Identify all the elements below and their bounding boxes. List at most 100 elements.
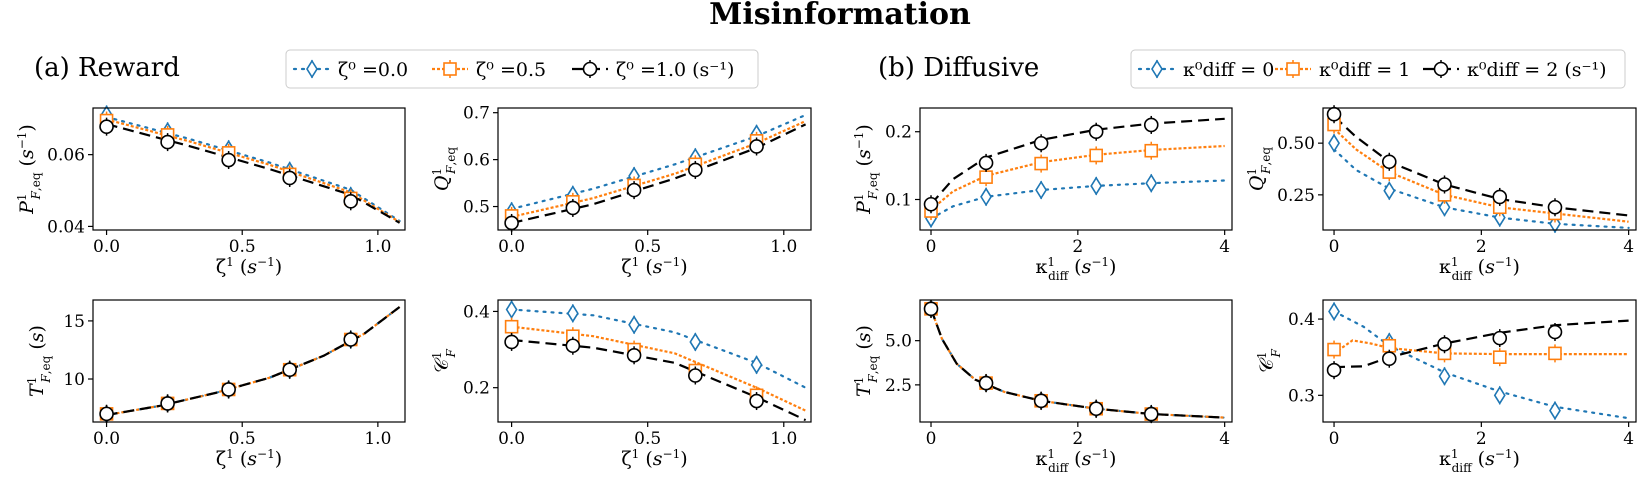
b-T-series-2-point: [1033, 393, 1049, 409]
a-P-ylabel: P1F,eq (s−1): [15, 124, 43, 215]
legend-marker-2: [582, 61, 598, 77]
a-Q-series-2-point: [688, 162, 703, 178]
a-P-series-1-line: [106, 118, 401, 224]
a-C-series-2-point: [749, 393, 764, 409]
a-C-series-0-point: [750, 355, 763, 375]
a-T-xlabel: ζ1 (s−1): [216, 447, 282, 470]
b-Q-ytick-label: 0.25: [1277, 186, 1315, 206]
a-T-frame: [92, 299, 406, 423]
b-P-series-1-point: [1144, 143, 1159, 158]
a-C-series-0-line: [510, 308, 807, 389]
b-C-series-0-point: [1493, 385, 1506, 405]
a-P-xtick-label: 0.0: [93, 237, 120, 257]
b-T-series-2-point: [978, 375, 994, 391]
b-C-series-2-point: [1492, 330, 1508, 346]
a-Q-series-0-line: [510, 113, 807, 210]
legend-marker-1: [1286, 62, 1300, 76]
legend-label-2: ζ⁰ =1.0 (s⁻¹): [616, 59, 734, 81]
b-C-series-2-point: [1437, 336, 1452, 352]
b-Q-series-2-line: [1333, 115, 1629, 217]
b-Q-series-1-line: [1333, 127, 1629, 223]
b-C-ylabel: 𝒞1F: [1255, 348, 1283, 373]
a-Q-ylabel: Q1F,eq: [430, 147, 458, 191]
a-C-xtick-label: 0.0: [498, 429, 525, 449]
a-Q-ytick-label: 0.7: [463, 104, 490, 124]
legend-label-1: κ⁰diff = 1: [1319, 59, 1410, 81]
a-Q-xtick-label: 0.0: [498, 237, 525, 257]
panel-a-C: 0.0 0.5 1.0 0.2 0.4 ζ1 (s−1) 𝒞1F: [430, 299, 812, 470]
b-C-series-2-point: [1326, 362, 1342, 378]
b-P-ytick-label: 0.1: [885, 191, 912, 211]
b-P-ytick-label: 0.2: [885, 123, 912, 143]
a-C-series-0-point: [628, 315, 641, 335]
b-T-frame: [919, 299, 1233, 423]
a-C-xtick-label: 1.0: [770, 429, 797, 449]
a-C-series-2-point: [504, 334, 519, 350]
panel-b-T: 0 2 4 2.5 5.0 κ1 diff (s−1) T1F,eq (s): [852, 299, 1233, 475]
b-C-series-1-point: [1327, 342, 1341, 357]
b-T-xtick-label: 2: [1072, 429, 1083, 449]
a-T-ylabel: T1F,eq (s): [25, 325, 53, 397]
b-T-xtick-label: 4: [1219, 429, 1230, 449]
a-P-series-2-line: [106, 123, 401, 224]
a-T-xtick-label: 0.0: [93, 429, 120, 449]
panel-b-Q: 0 2 4 0.25 0.50 κ1 diff (s−1) Q1F,eq: [1245, 105, 1637, 283]
b-T-series-0-line: [929, 307, 1226, 419]
b-P-xtick-label: 2: [1072, 237, 1083, 257]
a-C-series-0-point: [505, 300, 518, 320]
b-T-ylabel: T1F,eq (s): [852, 325, 880, 397]
b-T-series-2-point: [1088, 401, 1104, 417]
b-P-series-2-point: [1033, 135, 1049, 151]
group-b-label: (b) Diffusive: [878, 53, 1039, 83]
a-C-series-2-line: [511, 338, 807, 422]
a-P-ytick-label: 0.04: [47, 217, 85, 237]
a-P-series-2-point: [99, 119, 114, 134]
panel-a-P: 0.0 0.5 1.0 0.04 0.06 ζ1 (s−1) P1F,eq (s−1): [15, 104, 406, 278]
legend-box: [1130, 49, 1626, 89]
b-P-series-0-point: [1035, 180, 1048, 200]
a-T-series-0-line: [105, 305, 401, 417]
legend-label-1: ζ⁰ =0.5: [476, 59, 546, 81]
b-T-series-2-point: [923, 301, 939, 317]
panel-a-T: 0.0 0.5 1.0 10 15 ζ1 (s−1) T1F,eq (s): [25, 299, 406, 470]
a-Q-series-2-point: [565, 200, 581, 216]
a-C-ylabel: 𝒞1F: [430, 348, 458, 373]
a-Q-frame: [497, 107, 812, 231]
b-C-series-0-line: [1332, 310, 1630, 420]
a-T-series-1-line: [106, 306, 401, 417]
b-Q-frame: [1322, 107, 1637, 231]
a-T-series-2-point: [282, 362, 297, 378]
b-P-series-2-point: [978, 155, 994, 171]
a-C-series-2-point: [688, 368, 703, 383]
b-Q-ytick-label: 0.50: [1277, 134, 1315, 154]
b-P-ylabel: P1F,eq (s−1): [852, 124, 880, 215]
a-C-series-1-point: [504, 319, 519, 334]
b-P-xtick-label: 4: [1219, 237, 1230, 257]
b-P-series-0-line: [929, 179, 1226, 220]
b-Q-series-2-point: [1381, 154, 1397, 170]
b-C-xlabel: κ1 diff (s−1): [1439, 447, 1520, 475]
a-C-series-2-point: [626, 347, 642, 363]
a-C-ytick-label: 0.2: [463, 379, 490, 399]
figure-title: Misinformation: [709, 0, 971, 32]
b-P-series-0-point: [980, 187, 993, 207]
b-Q-xtick-label: 0: [1329, 237, 1340, 257]
legend-marker-2: [1433, 61, 1449, 77]
b-P-series-2-point: [1088, 124, 1104, 140]
a-P-series-2-point: [221, 152, 236, 168]
legend-label-2: κ⁰diff = 2 (s⁻¹): [1467, 59, 1607, 81]
a-P-xtick-label: 1.0: [364, 237, 391, 257]
a-T-xtick-label: 1.0: [364, 429, 391, 449]
b-C-series-0-point: [1549, 401, 1561, 421]
a-Q-xtick-label: 1.0: [770, 237, 797, 257]
a-C-ytick-label: 0.4: [463, 302, 490, 322]
b-P-xlabel: κ1 diff (s−1): [1036, 255, 1117, 283]
a-P-xtick-label: 0.5: [229, 237, 256, 257]
b-C-series-1-line: [1333, 339, 1629, 356]
b-P-series-1-point: [979, 170, 993, 184]
b-T-series-2-line: [929, 308, 1225, 419]
b-C-series-1-point: [1492, 350, 1507, 364]
a-C-xtick-label: 0.5: [634, 429, 661, 449]
b-C-series-1-point: [1548, 346, 1562, 361]
a-T-xtick-label: 0.5: [229, 429, 256, 449]
